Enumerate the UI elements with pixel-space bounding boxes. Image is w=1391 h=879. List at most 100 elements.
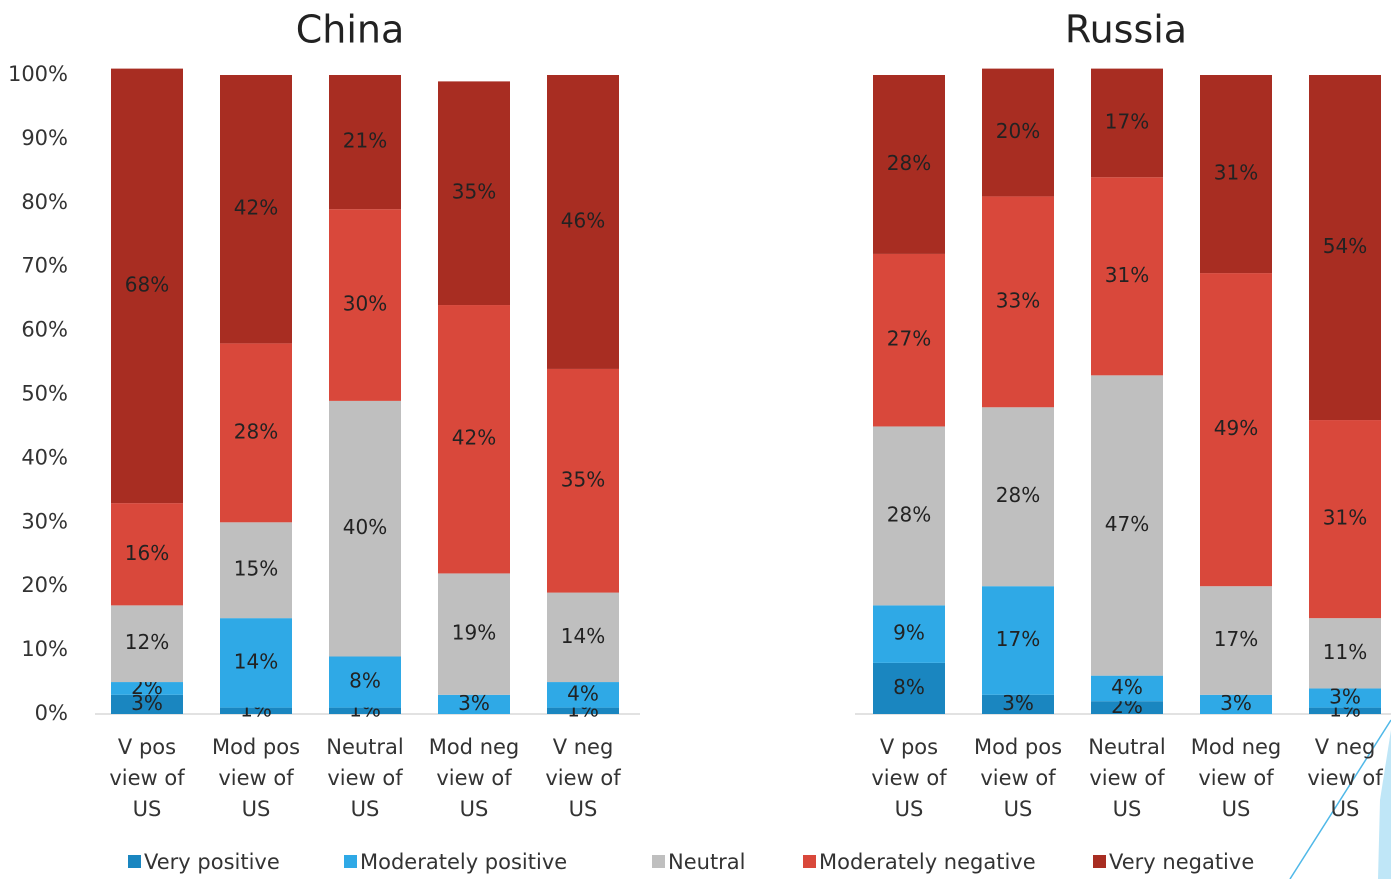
data-label: 27% (887, 327, 931, 351)
bar-segment (438, 694, 510, 714)
data-label: 21% (343, 129, 387, 153)
bar-segment (873, 605, 945, 663)
bar-segment (220, 707, 292, 714)
legend-label: Moderately negative (819, 850, 1036, 874)
bar-segment (1200, 694, 1272, 714)
y-tick-label: 50% (21, 382, 68, 406)
legend-label: Neutral (668, 850, 746, 874)
data-label: 17% (1214, 627, 1258, 651)
legend-label: Very positive (144, 850, 280, 874)
data-label: 4% (567, 681, 599, 705)
data-label: 49% (1214, 416, 1258, 440)
x-tick-label: Neutral view of US (326, 735, 404, 821)
x-tick-label: V neg view of US (545, 735, 621, 821)
legend-swatch (652, 855, 665, 868)
y-tick-label: 20% (21, 573, 68, 597)
bar-segment (111, 694, 183, 714)
bar-segment (111, 605, 183, 683)
bar-segment (1200, 273, 1272, 587)
data-label: 15% (234, 557, 278, 581)
data-label: 42% (452, 426, 496, 450)
bar-segment (873, 426, 945, 606)
decoration (1378, 730, 1391, 879)
y-tick-label: 60% (21, 318, 68, 342)
bar-segment (438, 573, 510, 695)
data-label: 12% (125, 630, 169, 654)
y-tick-label: 10% (21, 637, 68, 661)
data-label: 46% (561, 208, 605, 232)
bar-segment (111, 68, 183, 504)
data-label: 3% (1002, 691, 1034, 715)
data-label: 31% (1214, 161, 1258, 185)
chart-title: Russia (1065, 8, 1187, 52)
y-tick-label: 80% (21, 190, 68, 214)
data-label: 3% (1220, 691, 1252, 715)
bar-segment (1091, 675, 1163, 702)
data-label: 68% (125, 272, 169, 296)
data-label: 31% (1105, 263, 1149, 287)
bar-segment (547, 682, 619, 708)
y-tick-label: 40% (21, 445, 68, 469)
bar-segment (111, 503, 183, 606)
bar-segment (329, 75, 401, 210)
x-tick-label: V neg view of US (1307, 735, 1383, 821)
bar-segment (220, 618, 292, 708)
data-label: 4% (1111, 675, 1143, 699)
bar-segment (329, 707, 401, 714)
x-tick-label: V pos view of US (109, 735, 185, 821)
data-label: 17% (996, 627, 1040, 651)
data-label: 35% (452, 180, 496, 204)
data-label: 40% (343, 515, 387, 539)
data-label: 28% (887, 502, 931, 526)
data-label: 14% (234, 649, 278, 673)
bar-segment (982, 68, 1054, 197)
bar-segment (982, 196, 1054, 408)
bar-segment (329, 209, 401, 401)
data-label: 14% (561, 624, 605, 648)
bar-segment (873, 253, 945, 427)
y-tick-label: 70% (21, 254, 68, 278)
bar-segment (547, 707, 619, 714)
data-label: 35% (561, 467, 605, 491)
y-tick-label: 100% (8, 62, 68, 86)
bar-segment (982, 694, 1054, 714)
bar-segment (547, 75, 619, 369)
y-tick-label: 0% (35, 701, 68, 725)
x-tick-label: V pos view of US (871, 735, 947, 821)
data-label: 54% (1323, 234, 1367, 258)
y-tick-label: 90% (21, 126, 68, 150)
bar-segment (1200, 75, 1272, 274)
bar-segment (1309, 707, 1381, 714)
bar-segment (1309, 75, 1381, 421)
bar-segment (547, 368, 619, 593)
bar-segment (220, 75, 292, 344)
y-tick-label: 30% (21, 509, 68, 533)
bar-segment (873, 75, 945, 254)
legend-label: Moderately positive (360, 850, 567, 874)
data-label: 19% (452, 621, 496, 645)
bar-segment (982, 586, 1054, 695)
data-label: 3% (1329, 685, 1361, 709)
x-tick-label: Mod pos view of US (974, 735, 1062, 821)
bar-segment (1309, 618, 1381, 689)
bar-segment (1091, 375, 1163, 676)
data-label: 16% (125, 541, 169, 565)
bar-segment (1309, 688, 1381, 708)
bar-segment (220, 522, 292, 619)
data-label: 42% (234, 196, 278, 220)
chart-title: China (296, 8, 405, 52)
data-label: 17% (1105, 109, 1149, 133)
data-label: 3% (458, 691, 490, 715)
bar-segment (438, 305, 510, 574)
bar-segment (547, 592, 619, 683)
legend-label: Very negative (1109, 850, 1254, 874)
data-label: 11% (1323, 640, 1367, 664)
x-tick-label: Mod neg view of US (1191, 735, 1282, 821)
data-label: 28% (996, 483, 1040, 507)
data-label: 8% (893, 675, 925, 699)
x-tick-label: Mod neg view of US (429, 735, 520, 821)
bar-segment (1091, 177, 1163, 376)
bar-segment (438, 81, 510, 306)
data-label: 8% (349, 669, 381, 693)
